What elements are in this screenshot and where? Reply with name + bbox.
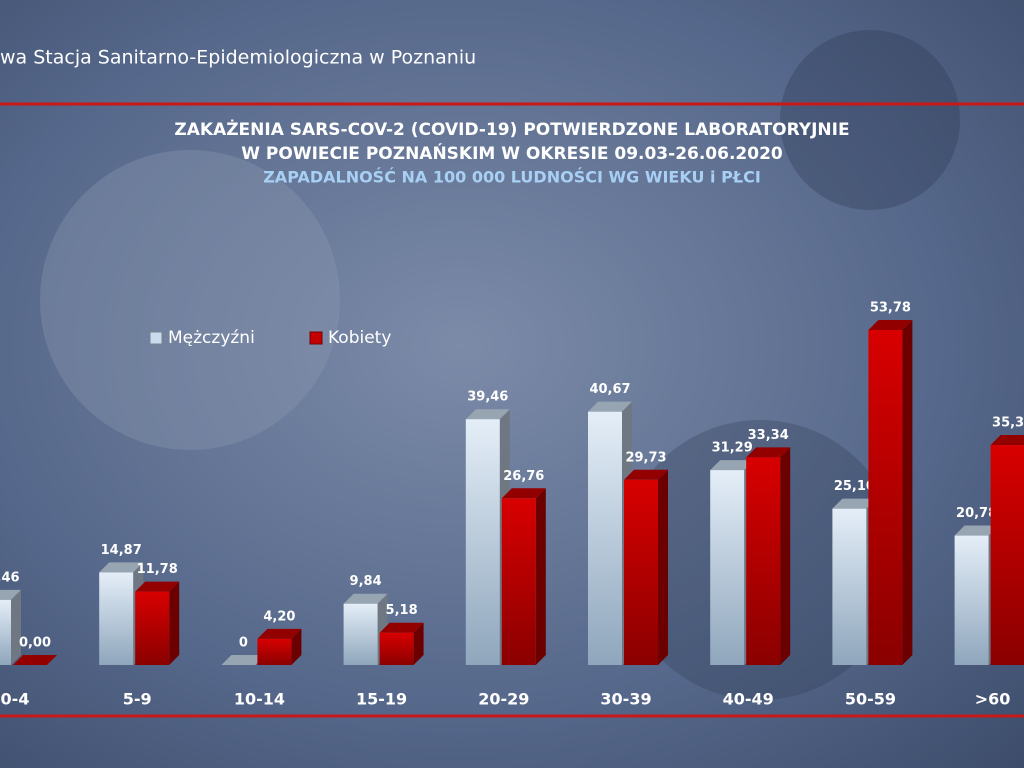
bar (990, 445, 1024, 665)
bar-side (291, 628, 302, 665)
bar-side (780, 447, 791, 665)
value-label: 39,46 (467, 390, 508, 405)
x-tick-label: 50-59 (845, 690, 896, 709)
bar-top (0, 589, 21, 600)
bar-side (413, 622, 424, 665)
bar (465, 419, 500, 665)
value-label: 0,00 (19, 636, 51, 651)
value-label: 31,29 (712, 441, 753, 456)
decoration (40, 150, 340, 450)
bar-top (465, 409, 510, 420)
bar (588, 411, 622, 665)
x-tick-label: 0-4 (1, 690, 30, 709)
value-label: 11,78 (137, 562, 178, 577)
bar-side (535, 488, 546, 665)
x-tick-label: 30-39 (600, 690, 651, 709)
bar-side (169, 581, 180, 665)
value-label: 53,78 (870, 301, 911, 316)
bar-side (11, 589, 21, 665)
x-tick-label: 40-49 (723, 690, 774, 709)
value-label: 10,46 (0, 570, 20, 585)
x-tick-label: 5-9 (123, 690, 152, 709)
legend-label: Kobiety (328, 328, 391, 348)
value-label: 35,31 (992, 416, 1024, 431)
value-label: 5,18 (386, 603, 418, 618)
bar (379, 632, 414, 665)
chart-title: ZAKAŻENIA SARS-COV-2 (COVID-19) POTWIERD… (174, 118, 849, 140)
bar-side (658, 469, 668, 665)
value-label: 40,67 (589, 382, 630, 397)
value-label: 0 (239, 636, 248, 651)
value-label: 25,10 (834, 479, 875, 494)
value-label: 29,73 (625, 450, 666, 465)
bar-top (710, 460, 755, 471)
bar-top (343, 593, 388, 604)
bar-top (588, 401, 632, 412)
bar (746, 457, 781, 665)
bar-top (135, 581, 180, 592)
bar (257, 638, 292, 665)
bar (343, 603, 378, 665)
bar (0, 599, 11, 665)
header: wa Stacja Sanitarno-Epidemiologiczna w P… (0, 47, 476, 69)
value-label: 9,84 (350, 574, 382, 589)
value-label: 33,34 (748, 428, 789, 443)
bar-top (379, 622, 424, 633)
bar-top (990, 435, 1024, 446)
x-tick-label: 10-14 (234, 690, 285, 709)
bar-top (257, 628, 302, 639)
chart-title: W POWIECIE POZNAŃSKIM W OKRESIE 09.03-26… (241, 142, 783, 164)
bar (832, 508, 867, 665)
legend-swatch (149, 331, 163, 345)
bar-top (746, 447, 791, 458)
bar-side (902, 320, 913, 665)
bar-top (99, 562, 144, 573)
bar (99, 572, 134, 665)
bar (501, 498, 536, 665)
legend-label: Mężczyźni (168, 328, 255, 348)
bar (954, 535, 989, 665)
bar-top (954, 525, 999, 536)
value-label: 26,76 (503, 469, 544, 484)
x-tick-label: 20-29 (478, 690, 529, 709)
value-label: 20,78 (956, 506, 997, 521)
bar (710, 470, 745, 665)
bar-top (221, 655, 266, 665)
bar (868, 330, 903, 665)
bar-top (832, 498, 877, 509)
bar-top (501, 488, 546, 499)
bar-top (13, 655, 57, 665)
value-label: 4,20 (263, 609, 295, 624)
bar (135, 591, 170, 665)
bar-top (868, 320, 913, 330)
decoration (780, 30, 960, 210)
chart-subtitle: ZAPADALNOŚĆ NA 100 000 LUDNOŚCI WG WIEKU… (263, 168, 761, 187)
bar-top (624, 469, 668, 480)
legend-swatch (309, 331, 323, 345)
x-tick-label: >60 (975, 690, 1011, 709)
value-label: 14,87 (101, 543, 142, 558)
bar (624, 479, 658, 665)
x-tick-label: 15-19 (356, 690, 407, 709)
